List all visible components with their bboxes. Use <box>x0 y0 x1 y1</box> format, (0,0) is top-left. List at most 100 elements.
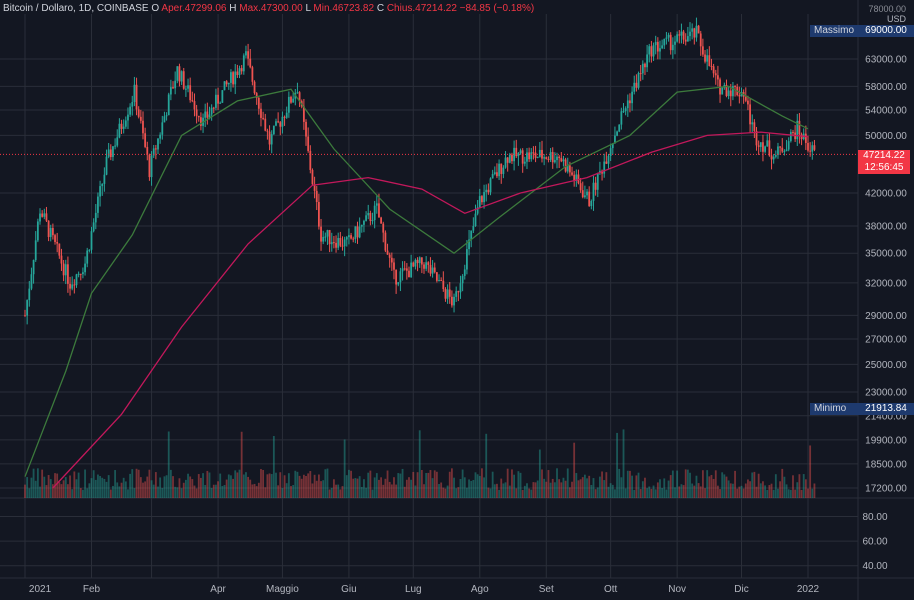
candle-body <box>77 273 80 275</box>
candle-body <box>498 163 500 177</box>
candle-body <box>517 153 520 157</box>
max-flag-value: 69000.00 <box>858 25 914 37</box>
price-axis-top-label: 78000.00 <box>868 4 906 14</box>
candle-body <box>669 34 672 51</box>
candle-body <box>206 111 209 118</box>
candle-body <box>240 68 243 72</box>
volume-bar <box>399 473 402 498</box>
candle-body <box>114 145 116 147</box>
osc-tick-label: 80.00 <box>862 512 887 523</box>
symbol-label[interactable]: Bitcoin / Dollaro, 1D, COINBASE <box>3 3 149 14</box>
volume-bar <box>386 470 389 498</box>
candle-body <box>811 145 814 152</box>
volume-bar <box>107 475 110 498</box>
volume-bar <box>614 489 616 498</box>
candle-body <box>496 172 498 177</box>
candle-body <box>798 120 801 135</box>
volume-bar <box>809 445 812 498</box>
candle-body <box>315 190 318 203</box>
candle-body <box>483 192 485 203</box>
volume-bar <box>549 482 552 498</box>
volume-bar <box>129 473 132 498</box>
volume-bar <box>317 474 320 498</box>
candle-body <box>468 239 470 250</box>
candle-body <box>710 65 713 67</box>
volume-bar <box>307 473 310 498</box>
candle-body <box>94 212 97 223</box>
candle-body <box>245 51 247 56</box>
volume-bar <box>706 470 709 498</box>
volume-bar <box>47 475 50 498</box>
candle-body <box>747 100 749 105</box>
candle-body <box>435 272 438 281</box>
max-flag-value-text: 69000.00 <box>865 25 907 36</box>
candle-body <box>54 235 56 242</box>
volume-bar <box>534 482 537 498</box>
candle-body <box>744 96 747 101</box>
candle-body <box>26 300 29 316</box>
candle-body <box>478 196 481 208</box>
volume-bar <box>744 483 747 498</box>
volume-bar <box>328 489 331 498</box>
volume-bar <box>504 482 507 498</box>
candle-body <box>210 107 213 115</box>
volume-bar <box>502 483 505 498</box>
candle-body <box>809 150 812 152</box>
price-tick-label: 42000.00 <box>865 188 907 199</box>
volume-bar <box>528 488 531 498</box>
volume-bar <box>759 483 762 498</box>
volume-bar <box>762 481 764 498</box>
volume-bar <box>43 476 46 498</box>
volume-bar <box>294 470 297 498</box>
volume-bar <box>425 472 428 498</box>
candle-body <box>689 31 691 37</box>
volume-bar <box>689 472 691 498</box>
volume-bar <box>777 488 779 498</box>
volume-bar <box>73 471 76 498</box>
volume-bar <box>618 468 621 498</box>
candle-body <box>279 122 282 127</box>
candle-body <box>197 115 200 118</box>
volume-bar <box>339 489 342 498</box>
candle-body <box>405 268 408 271</box>
volume-bar <box>159 477 162 498</box>
volume-bar <box>708 476 711 498</box>
volume-bar <box>39 486 41 498</box>
price-tick-label: 23000.00 <box>865 387 907 398</box>
volume-bar <box>401 468 404 498</box>
candle-body <box>133 84 136 103</box>
volume-bar <box>30 477 33 498</box>
volume-bar <box>794 489 797 498</box>
candle-body <box>302 106 305 122</box>
candle-body <box>378 203 380 218</box>
candle-body <box>99 186 101 197</box>
candle-body <box>581 190 584 198</box>
candle-body <box>515 147 518 157</box>
candle-body <box>388 254 391 258</box>
candle-body <box>350 235 352 239</box>
volume-bar <box>352 478 355 498</box>
volume-bar <box>94 479 97 498</box>
candle-body <box>641 63 644 74</box>
volume-bar <box>429 470 432 498</box>
candle-body <box>701 46 704 55</box>
candle-body <box>324 236 327 238</box>
candle-body <box>187 85 189 89</box>
volume-bar <box>491 471 494 498</box>
candle-body <box>375 203 378 206</box>
candle-body <box>36 221 39 241</box>
volume-bar <box>605 472 608 498</box>
candle-body <box>120 123 123 129</box>
volume-bar <box>781 468 784 498</box>
candle-body <box>105 156 108 175</box>
volume-bar <box>360 486 363 498</box>
candle-body <box>455 291 458 297</box>
candle-body <box>118 123 121 138</box>
candle-body <box>671 44 674 51</box>
candle-body <box>238 68 241 75</box>
candle-body <box>616 131 618 136</box>
candle-body <box>738 95 741 97</box>
volume-bar <box>315 480 318 498</box>
min-flag: Minimo <box>810 403 862 415</box>
